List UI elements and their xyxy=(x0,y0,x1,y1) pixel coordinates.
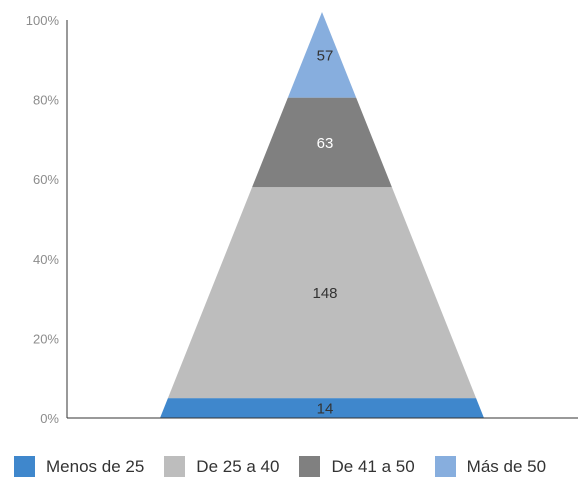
legend-swatch xyxy=(14,456,35,477)
legend-swatch xyxy=(434,456,456,477)
legend-label: Menos de 25 xyxy=(46,456,145,476)
legend-swatch xyxy=(299,456,321,477)
legend-item-de-25-a-40: De 25 a 40 xyxy=(164,456,279,477)
segment-value-label: 63 xyxy=(317,135,334,152)
y-tick-label: 20% xyxy=(33,331,59,346)
legend-label: Más de 50 xyxy=(466,456,547,476)
legend-label: De 25 a 40 xyxy=(196,456,280,476)
legend-swatch xyxy=(164,456,186,477)
pyramid-segment-3 xyxy=(287,12,357,98)
segment-value-label: 148 xyxy=(312,285,337,302)
pyramid-segment-0 xyxy=(160,398,484,418)
legend: Menos de 25 De 25 a 40 De 41 a 50 Más de… xyxy=(14,456,546,477)
segment-value-label: 57 xyxy=(317,47,334,64)
pyramid-segment-2 xyxy=(252,97,392,188)
legend-label: De 41 a 50 xyxy=(331,456,415,476)
y-tick-label: 60% xyxy=(33,172,59,187)
pyramid-chart: 0% 20% 40% 60% 80% 100% 14 148 63 57 xyxy=(26,12,578,426)
legend-item-menos-de-25: Menos de 25 xyxy=(14,456,144,477)
y-tick-label: 100% xyxy=(26,13,60,28)
legend-item-de-41-a-50: De 41 a 50 xyxy=(299,456,415,477)
y-tick-label: 0% xyxy=(40,411,59,426)
legend-item-mas-de-50: Más de 50 xyxy=(434,456,547,477)
segment-value-label: 14 xyxy=(317,401,334,418)
y-tick-label: 80% xyxy=(33,93,59,108)
y-tick-label: 40% xyxy=(33,252,59,267)
pyramid-segment-1 xyxy=(167,187,477,399)
